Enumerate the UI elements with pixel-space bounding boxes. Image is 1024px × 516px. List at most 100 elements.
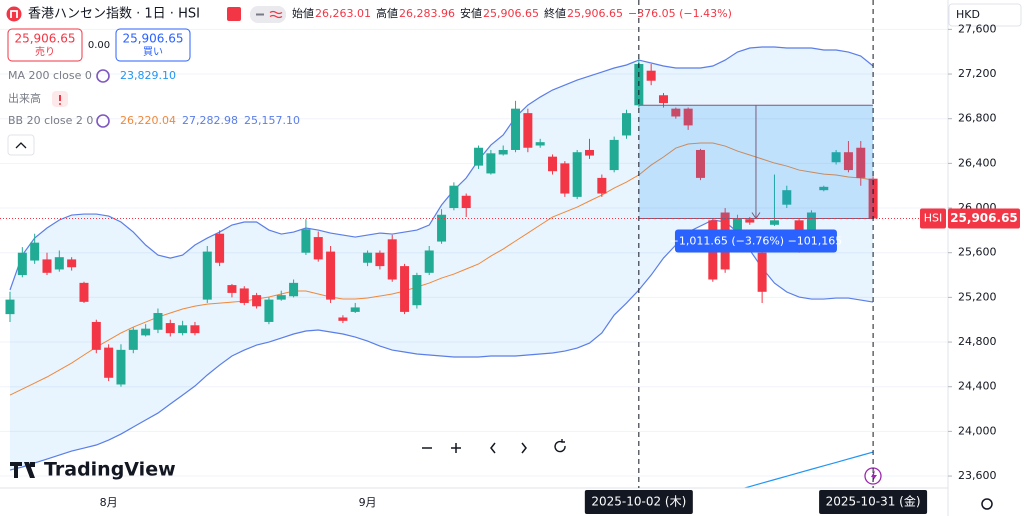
candle-body bbox=[671, 108, 681, 117]
candle-body bbox=[609, 139, 619, 171]
scroll-left-glyph bbox=[490, 442, 496, 454]
candle-body bbox=[819, 186, 829, 191]
band-upper bbox=[9, 46, 874, 291]
indicator-value: 23,829.10 bbox=[120, 69, 176, 82]
collapse-button[interactable] bbox=[7, 134, 35, 156]
candle-body bbox=[560, 163, 570, 194]
candle-body bbox=[363, 252, 373, 263]
candle-body bbox=[856, 147, 866, 178]
buy-button[interactable] bbox=[115, 28, 191, 62]
sell-label: 売り bbox=[35, 45, 55, 58]
currency-selector[interactable] bbox=[948, 3, 1022, 27]
collapse-glyph bbox=[15, 142, 27, 149]
candle-body bbox=[622, 113, 631, 136]
band-fill bbox=[10, 47, 874, 471]
date-tag bbox=[819, 490, 928, 514]
candle-body bbox=[782, 190, 792, 205]
candle-body bbox=[769, 220, 779, 225]
chart-title: 香港ハンセン指数 · 1日 · HSI bbox=[28, 7, 200, 22]
candle-body bbox=[523, 113, 533, 148]
candle-body bbox=[585, 149, 595, 156]
candle-body bbox=[683, 108, 693, 126]
zoom-in-glyph bbox=[451, 443, 461, 453]
y-tick-label: 25,200 bbox=[958, 290, 997, 303]
spread: 0.00 bbox=[88, 40, 110, 51]
x-tick-label: 8月 bbox=[100, 496, 118, 509]
pill-toggle[interactable] bbox=[250, 6, 286, 23]
ohlc-label: 終値 bbox=[544, 6, 566, 20]
candle-body bbox=[424, 250, 434, 273]
candle-body bbox=[252, 295, 262, 307]
change: −376.05 (−1.43%) bbox=[628, 7, 732, 20]
settings-icon[interactable] bbox=[981, 498, 993, 510]
candle-body bbox=[548, 156, 558, 172]
candle-body bbox=[17, 252, 27, 276]
sell-button[interactable] bbox=[7, 28, 83, 62]
candle-body bbox=[474, 147, 484, 166]
candle-body bbox=[745, 219, 755, 223]
symbol-icon[interactable] bbox=[6, 6, 22, 22]
x-tick-label: 2025-10-31 (金) bbox=[826, 494, 921, 509]
ohlc-value: 26,283.96 bbox=[399, 7, 455, 20]
buy-price: 25,906.65 bbox=[122, 32, 183, 46]
candle-body bbox=[30, 242, 40, 261]
candle-body bbox=[695, 149, 705, 178]
candle-body bbox=[437, 214, 447, 242]
warning-glyph-dot bbox=[59, 103, 61, 105]
plot-area: −1,011.65 (−3.76%) −101,165 bbox=[0, 28, 948, 488]
y-tick-label: 24,400 bbox=[958, 380, 997, 393]
candle-body bbox=[843, 152, 853, 171]
ohlc-value: 25,906.65 bbox=[483, 7, 539, 20]
refresh-icon[interactable] bbox=[96, 69, 110, 83]
candle-body bbox=[350, 307, 360, 312]
ohlc-label: 高値 bbox=[376, 6, 398, 20]
candle-body bbox=[104, 347, 114, 378]
brand-logo bbox=[10, 462, 35, 478]
measure-arrowhead bbox=[751, 212, 761, 220]
candle-body bbox=[264, 299, 274, 322]
candle-body bbox=[79, 282, 89, 302]
y-tick-label: 26,800 bbox=[958, 112, 997, 125]
indicator-label: BB 20 close 2 0 bbox=[8, 114, 93, 127]
candle-body bbox=[276, 295, 286, 300]
ohlc-value: 25,906.65 bbox=[567, 7, 623, 20]
candle-body bbox=[202, 251, 212, 300]
candle-body bbox=[326, 251, 336, 300]
candle-body bbox=[128, 329, 138, 350]
currency: HKD bbox=[956, 8, 980, 21]
reset-button[interactable] bbox=[549, 437, 573, 459]
candle-body bbox=[400, 266, 410, 312]
candle-body bbox=[511, 108, 521, 150]
symbol-icon-glyph bbox=[10, 10, 18, 18]
flag-icon[interactable] bbox=[227, 7, 241, 21]
candle-body bbox=[116, 349, 126, 385]
y-tick-label: 27,600 bbox=[958, 22, 997, 35]
reset-glyph bbox=[554, 439, 566, 453]
pill-glyph bbox=[269, 10, 283, 19]
y-tick-label: 23,600 bbox=[958, 469, 997, 482]
x-tick-label: 2025-10-02 (木) bbox=[591, 495, 686, 509]
date-tag bbox=[584, 490, 693, 514]
candle-body bbox=[165, 323, 175, 334]
candle-body bbox=[658, 95, 668, 104]
scroll-right-glyph bbox=[521, 442, 527, 454]
last-price-label: 25,906.65 bbox=[950, 211, 1018, 225]
candle-body bbox=[5, 299, 15, 315]
candle-body bbox=[190, 325, 200, 334]
y-tick-label: 26,400 bbox=[958, 156, 997, 169]
candle-body bbox=[227, 285, 237, 293]
indicator-label: 出来高 bbox=[8, 91, 41, 105]
candle-body bbox=[572, 152, 582, 197]
ohlc-label: 安値 bbox=[460, 6, 482, 20]
refresh-icon[interactable] bbox=[96, 114, 110, 128]
candle-body bbox=[338, 317, 348, 321]
scroll-right-button[interactable] bbox=[512, 437, 536, 459]
buy-label: 買い bbox=[143, 46, 163, 58]
scroll-left-button[interactable] bbox=[481, 437, 505, 459]
candle-body bbox=[461, 195, 471, 209]
candle-body bbox=[153, 313, 163, 330]
indicator-label: MA 200 close 0 bbox=[8, 69, 92, 82]
candle-body bbox=[732, 218, 742, 238]
y-tick-label: 27,200 bbox=[958, 67, 997, 80]
y-tick-label: 24,800 bbox=[958, 335, 997, 348]
